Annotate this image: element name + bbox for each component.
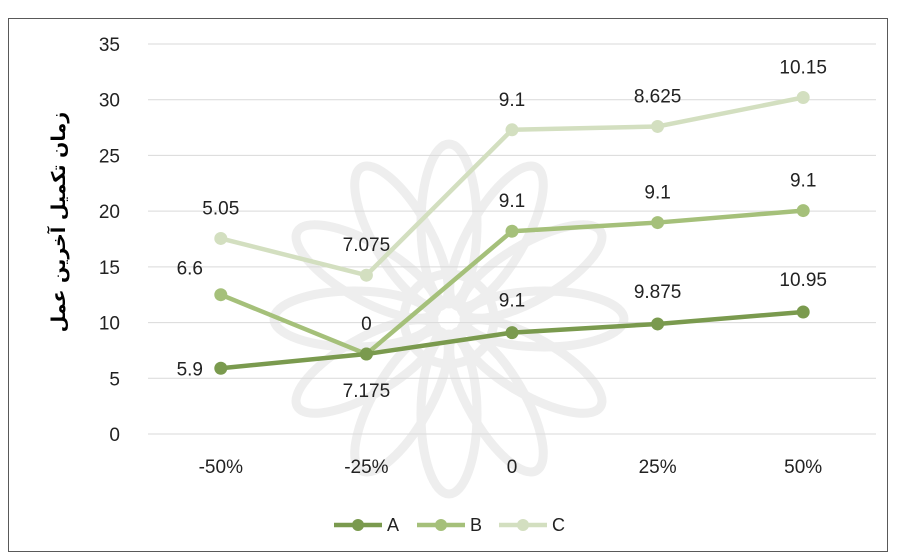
x-tick-label: 0 <box>507 457 518 478</box>
data-point-B <box>796 204 810 218</box>
legend-marker-C <box>517 519 529 531</box>
data-point-C <box>214 231 228 245</box>
legend-label-C: C <box>552 515 565 535</box>
data-labels: 5.9 7.175 9.1 9.875 10.95 6.6 0 9.1 9.1 9.1 5.05 7.… <box>177 57 827 402</box>
data-point-B <box>505 224 519 238</box>
y-tick-label: 35 <box>99 35 120 56</box>
data-point-C <box>651 119 665 133</box>
data-label-C: 8.625 <box>634 86 682 107</box>
data-point-C <box>359 268 373 282</box>
x-tick-label: -25% <box>344 457 388 478</box>
y-tick-label: 15 <box>99 258 120 279</box>
watermark-logo <box>269 139 629 499</box>
y-tick-label: 5 <box>109 369 120 390</box>
watermark-center <box>399 269 499 369</box>
watermark-petal <box>350 161 453 312</box>
data-point-B <box>214 288 228 302</box>
data-label-C: 7.075 <box>343 235 391 256</box>
legend-label-B: B <box>470 515 482 535</box>
grid-lines <box>148 43 876 435</box>
data-label-C: 5.05 <box>202 198 239 219</box>
data-label-A: 9.875 <box>634 282 682 303</box>
y-axis-label: زمان تکمیل آخرین عمل <box>46 112 70 332</box>
data-label-C: 9.1 <box>499 90 525 111</box>
y-tick-label: 20 <box>99 202 120 223</box>
series-lines <box>214 90 810 375</box>
data-label-A: 5.9 <box>177 359 203 380</box>
data-label-C: 10.15 <box>779 57 827 78</box>
data-point-A <box>505 326 519 340</box>
data-point-B <box>651 216 665 230</box>
y-tick-label: 25 <box>99 146 120 167</box>
data-point-A <box>796 305 810 319</box>
x-tick-label: 50% <box>784 457 822 478</box>
data-point-A <box>651 317 665 331</box>
data-point-A <box>214 361 228 375</box>
data-label-B: 9.1 <box>644 183 670 204</box>
data-point-C <box>796 90 810 104</box>
x-tick-label: -50% <box>199 457 243 478</box>
line-chart: 0 5 10 15 20 25 30 35 -50% -25% 0 25% 50% 5.9 7.175 9… <box>46 35 876 535</box>
legend-marker-B <box>435 519 447 531</box>
data-label-B: 9.1 <box>790 171 816 192</box>
legend-label-A: A <box>387 515 399 535</box>
data-label-A: 7.175 <box>343 381 391 402</box>
data-label-A: 10.95 <box>779 270 827 291</box>
y-axis-ticks: 0 5 10 15 20 25 30 35 <box>99 35 120 446</box>
y-tick-label: 0 <box>109 425 120 446</box>
data-label-A: 9.1 <box>499 291 525 312</box>
y-tick-label: 10 <box>99 314 120 335</box>
data-label-B: 0 <box>361 314 372 335</box>
data-point-A <box>359 347 373 361</box>
data-label-B: 6.6 <box>177 259 203 280</box>
data-point-C <box>505 123 519 137</box>
x-tick-label: 25% <box>639 457 677 478</box>
data-label-B: 9.1 <box>499 191 525 212</box>
legend-marker-A <box>352 519 364 531</box>
legend: A B C <box>334 515 565 535</box>
y-tick-label: 30 <box>99 91 120 112</box>
x-axis-ticks: -50% -25% 0 25% 50% <box>199 457 823 478</box>
chart-frame: 0 5 10 15 20 25 30 35 -50% -25% 0 25% 50% 5.9 7.175 9… <box>8 18 888 552</box>
